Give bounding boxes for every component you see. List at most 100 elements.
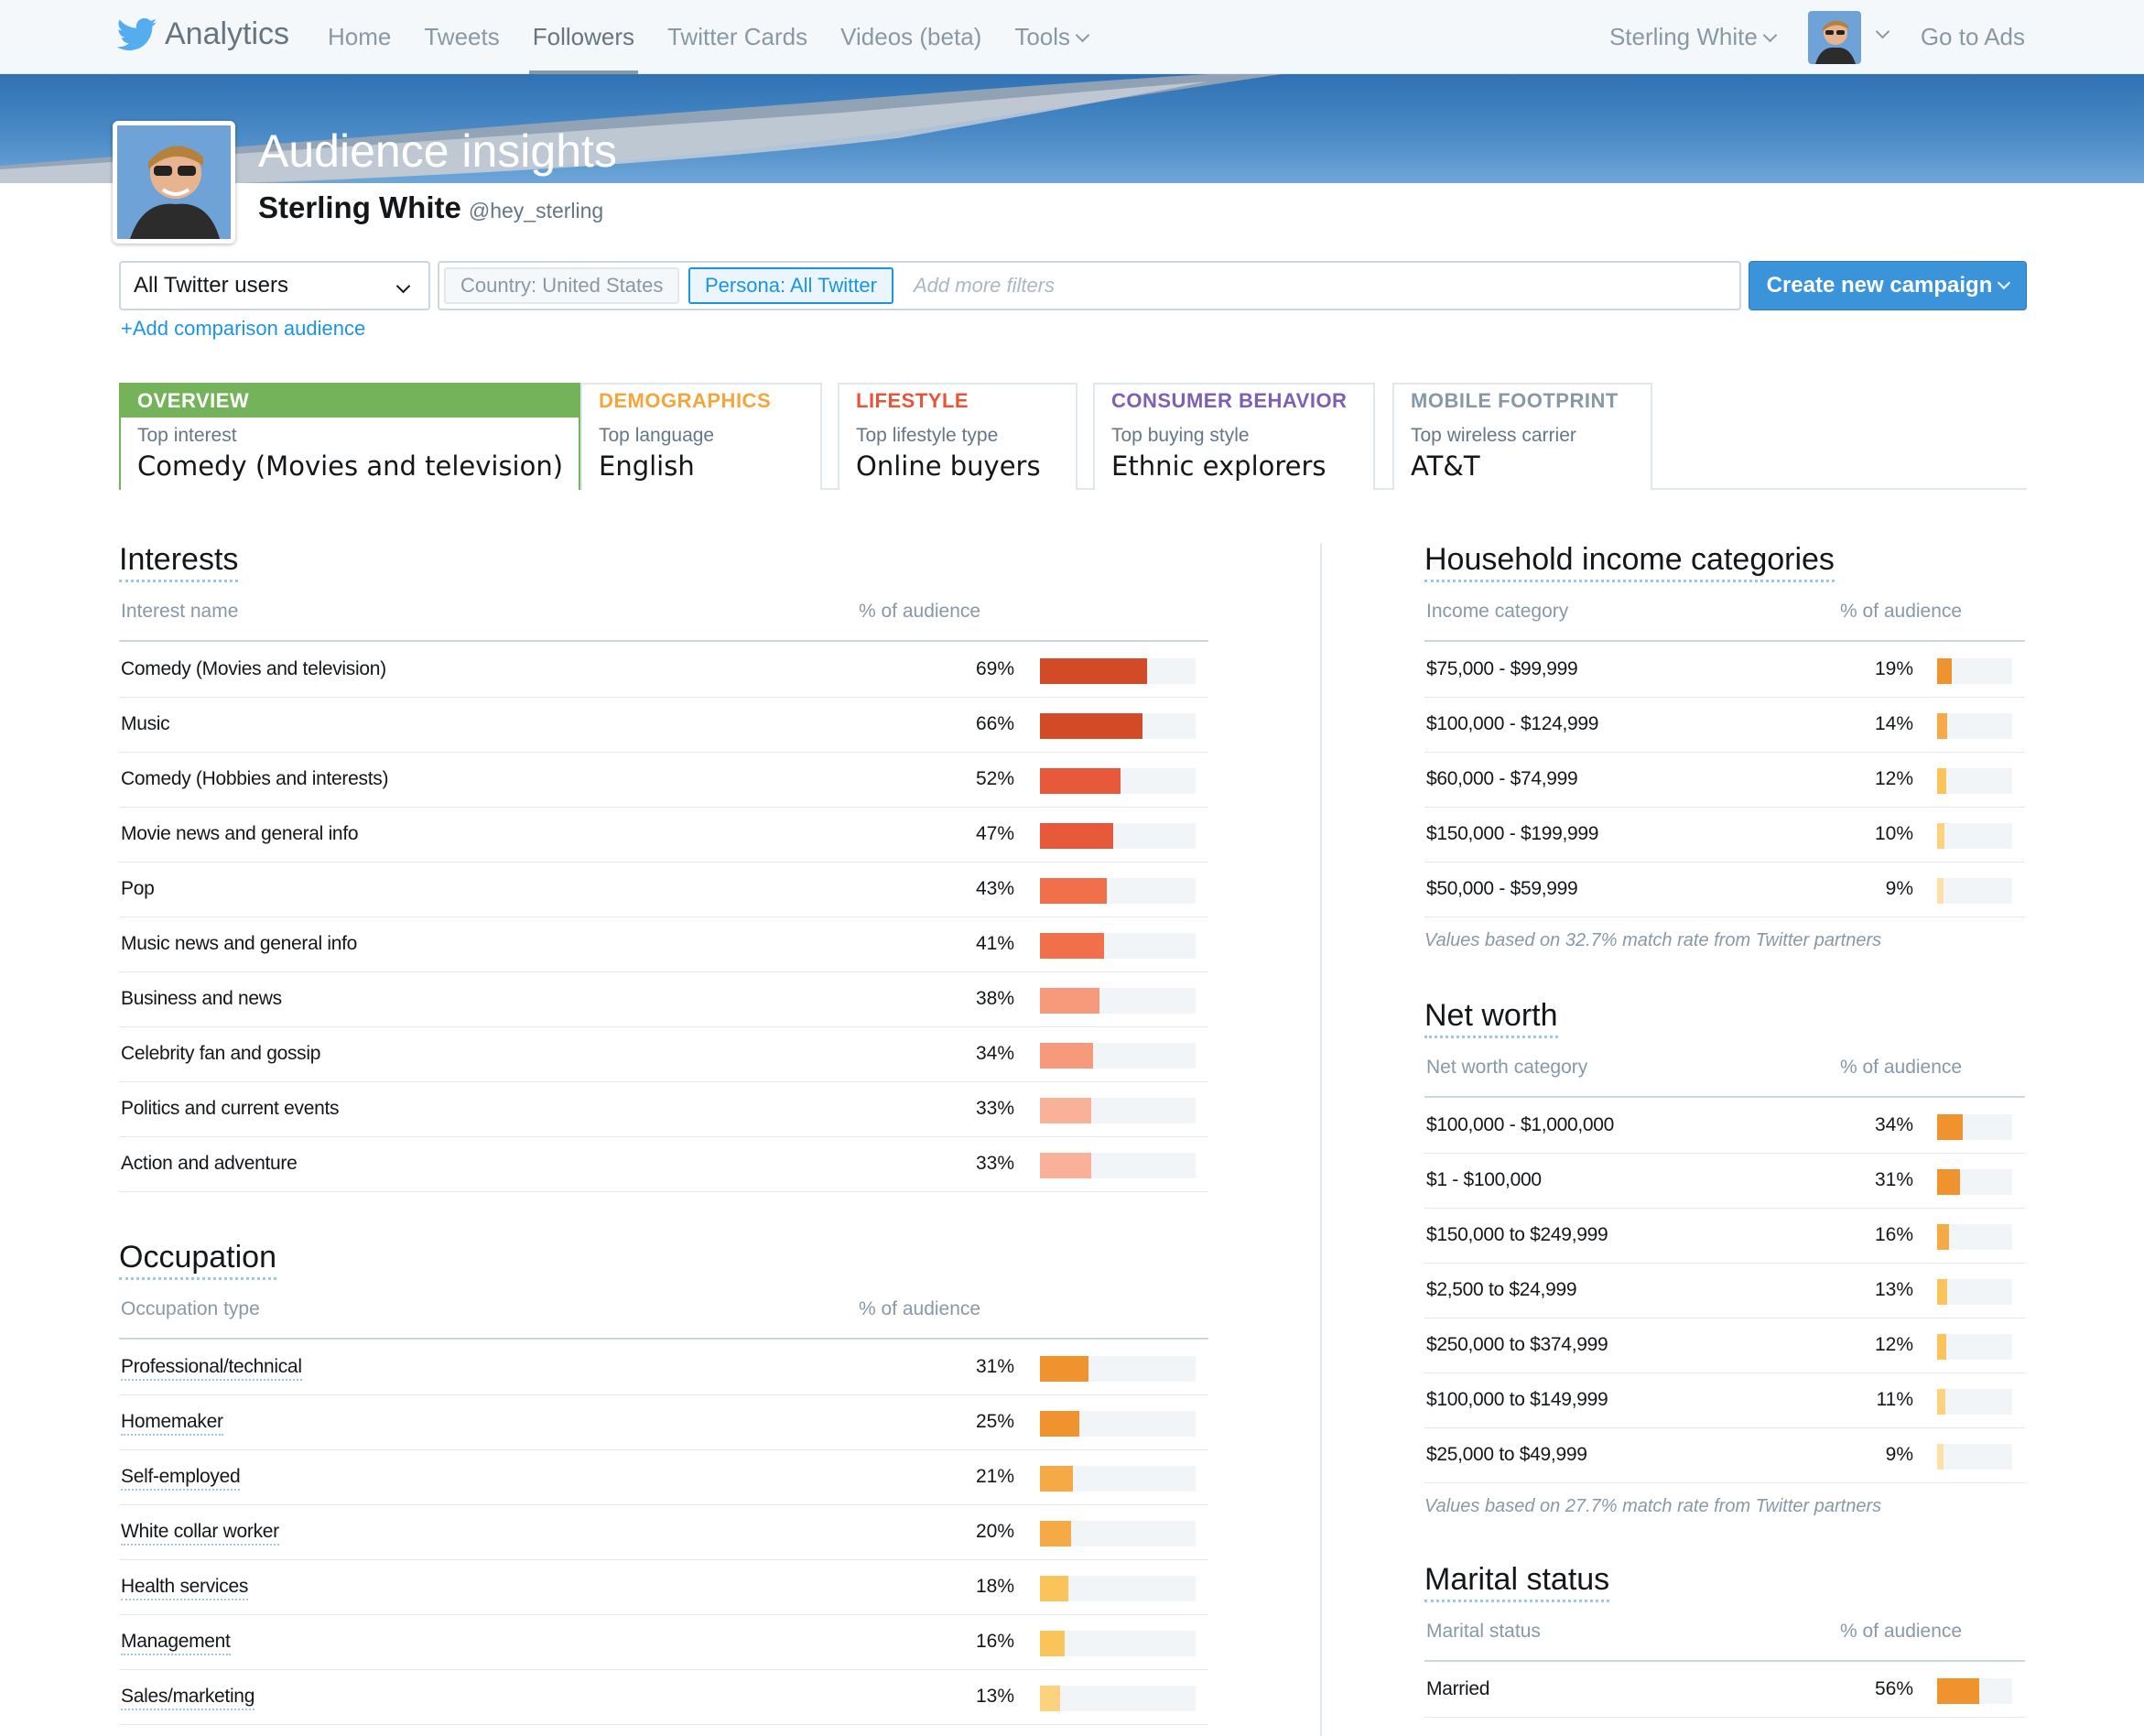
occupation-section-title-wrap: Occupation bbox=[119, 1240, 276, 1280]
chevron-down-icon bbox=[1075, 27, 1090, 43]
tab-consumer-behavior-head: CONSUMER BEHAVIOR bbox=[1111, 389, 1348, 412]
table-row: Comedy (Movies and television) 69% bbox=[119, 643, 1208, 698]
marital-row-label: Married bbox=[1426, 1678, 1490, 1699]
avatar-menu[interactable] bbox=[1870, 24, 1890, 46]
interests-row-percent: 38% bbox=[975, 988, 1014, 1009]
interests-bar-track bbox=[1040, 768, 1196, 794]
occupation-title[interactable]: Occupation bbox=[119, 1240, 276, 1280]
tab-demographics-value: English bbox=[599, 450, 695, 482]
avatar[interactable] bbox=[1807, 10, 1861, 64]
interests-row-percent: 34% bbox=[975, 1043, 1014, 1064]
user-menu[interactable]: Sterling White bbox=[1609, 23, 1778, 51]
column-divider bbox=[1320, 544, 1322, 1736]
occupation-row-label[interactable]: Management bbox=[121, 1631, 231, 1655]
table-row: $2,500 to $24,999 13% bbox=[1424, 1264, 2025, 1318]
table-row: Married 56% bbox=[1424, 1663, 2025, 1718]
nav-home[interactable]: Home bbox=[328, 23, 392, 50]
interests-row-label: Politics and current events bbox=[121, 1098, 340, 1119]
income-bar bbox=[1937, 658, 1952, 684]
occupation-row-label[interactable]: Homemaker bbox=[121, 1411, 223, 1436]
tab-mobile-footprint[interactable]: MOBILE FOOTPRINT Top wireless carrier AT… bbox=[1392, 383, 1652, 490]
audience-select[interactable]: All Twitter users bbox=[119, 261, 430, 310]
net-worth-bar bbox=[1937, 1169, 1960, 1195]
go-to-ads-link[interactable]: Go to Ads bbox=[1920, 23, 2025, 50]
tab-consumer-behavior[interactable]: CONSUMER BEHAVIOR Top buying style Ethni… bbox=[1093, 383, 1375, 490]
nav-twitter-cards[interactable]: Twitter Cards bbox=[666, 23, 808, 50]
income-bar-track bbox=[1937, 823, 2012, 849]
tab-overview-sub: Top interest bbox=[137, 425, 237, 446]
tab-consumer-behavior-sub: Top buying style bbox=[1111, 425, 1250, 446]
occupation-row-percent: 25% bbox=[975, 1411, 1014, 1432]
tab-demographics[interactable]: DEMOGRAPHICS Top language English bbox=[580, 383, 822, 490]
occupation-column-percent: % of audience bbox=[859, 1298, 981, 1319]
interests-bar-track bbox=[1040, 713, 1196, 739]
chevron-down-icon bbox=[1998, 276, 2011, 290]
user-handle: @hey_sterling bbox=[468, 199, 604, 222]
interests-row-percent: 47% bbox=[975, 823, 1014, 844]
create-campaign-button[interactable]: Create new campaign bbox=[1749, 261, 2027, 310]
add-comparison-link[interactable]: +Add comparison audience bbox=[121, 317, 366, 340]
income-column-name: Income category bbox=[1426, 601, 1569, 622]
income-column-percent: % of audience bbox=[1840, 601, 1963, 622]
table-row: $100,000 to $149,999 11% bbox=[1424, 1373, 2025, 1428]
net-worth-bar-track bbox=[1937, 1114, 2012, 1140]
net-worth-row-label: $100,000 to $149,999 bbox=[1426, 1389, 1608, 1410]
interests-section-title-wrap: Interests bbox=[119, 542, 239, 582]
occupation-bar bbox=[1040, 1411, 1079, 1437]
interests-bar bbox=[1040, 1043, 1093, 1069]
tab-lifestyle[interactable]: LIFESTYLE Top lifestyle type Online buye… bbox=[838, 383, 1077, 490]
table-row: Management 16% bbox=[119, 1615, 1208, 1670]
net-worth-bar bbox=[1937, 1334, 1946, 1360]
user-name: Sterling White @hey_sterling bbox=[258, 190, 603, 225]
net-worth-bar-track bbox=[1937, 1334, 2012, 1360]
nav-videos[interactable]: Videos (beta) bbox=[840, 23, 982, 50]
interests-bar bbox=[1040, 1098, 1091, 1123]
net-worth-title[interactable]: Net worth bbox=[1424, 998, 1558, 1038]
income-row-label: $150,000 - $199,999 bbox=[1426, 823, 1599, 844]
occupation-row-label[interactable]: Sales/marketing bbox=[121, 1686, 254, 1710]
table-row: $250,000 to $374,999 12% bbox=[1424, 1318, 2025, 1373]
table-row: $75,000 - $99,999 19% bbox=[1424, 643, 2025, 698]
chevron-down-icon bbox=[1875, 24, 1890, 38]
occupation-bar-track bbox=[1040, 1576, 1196, 1601]
table-row: $60,000 - $74,999 12% bbox=[1424, 753, 2025, 808]
income-title[interactable]: Household income categories bbox=[1424, 542, 1835, 582]
net-worth-row-label: $150,000 to $249,999 bbox=[1426, 1224, 1608, 1245]
table-row: Music 66% bbox=[119, 698, 1208, 753]
occupation-row-label[interactable]: Professional/technical bbox=[121, 1356, 302, 1381]
occupation-row-percent: 31% bbox=[975, 1356, 1014, 1377]
interests-bar bbox=[1040, 988, 1099, 1014]
interests-bar-track bbox=[1040, 1153, 1196, 1178]
interests-row-percent: 52% bbox=[975, 768, 1014, 789]
nav-followers[interactable]: Followers bbox=[516, 0, 651, 74]
marital-header-rule bbox=[1424, 1660, 2025, 1662]
income-row-label: $100,000 - $124,999 bbox=[1426, 713, 1599, 734]
tab-demographics-sub: Top language bbox=[599, 425, 715, 446]
occupation-bar bbox=[1040, 1576, 1068, 1601]
filter-input[interactable]: Country: United States Persona: All Twit… bbox=[438, 261, 1741, 310]
occupation-row-label[interactable]: White collar worker bbox=[121, 1521, 279, 1546]
income-row-percent: 14% bbox=[1874, 713, 1913, 734]
income-bar bbox=[1937, 823, 1944, 849]
brand[interactable]: Analytics bbox=[117, 16, 289, 52]
nav-tools[interactable]: Tools bbox=[998, 0, 1104, 74]
net-worth-column-name: Net worth category bbox=[1426, 1057, 1588, 1078]
occupation-row-label[interactable]: Self-employed bbox=[121, 1466, 241, 1491]
persona-filter-chip[interactable]: Persona: All Twitter bbox=[688, 267, 893, 304]
income-bar-track bbox=[1937, 658, 2012, 684]
net-worth-row-percent: 12% bbox=[1874, 1334, 1913, 1355]
occupation-row-percent: 13% bbox=[975, 1686, 1014, 1707]
marital-title[interactable]: Marital status bbox=[1424, 1562, 1610, 1602]
interests-title[interactable]: Interests bbox=[119, 542, 239, 582]
tab-overview[interactable]: OVERVIEW Top interest Comedy (Movies and… bbox=[119, 383, 580, 490]
nav-items: Home Tweets Followers Twitter Cards Vide… bbox=[311, 0, 1104, 74]
net-worth-row-label: $1 - $100,000 bbox=[1426, 1169, 1542, 1190]
nav-right: Sterling White Go to Ads bbox=[1609, 0, 2025, 74]
table-row: Sales/marketing 13% bbox=[119, 1670, 1208, 1725]
country-filter-chip[interactable]: Country: United States bbox=[444, 267, 680, 304]
occupation-row-label[interactable]: Health services bbox=[121, 1576, 248, 1600]
occupation-bar-track bbox=[1040, 1631, 1196, 1656]
marital-column-name: Marital status bbox=[1426, 1621, 1541, 1642]
nav-tweets[interactable]: Tweets bbox=[424, 23, 500, 50]
marital-bar bbox=[1937, 1678, 1979, 1704]
